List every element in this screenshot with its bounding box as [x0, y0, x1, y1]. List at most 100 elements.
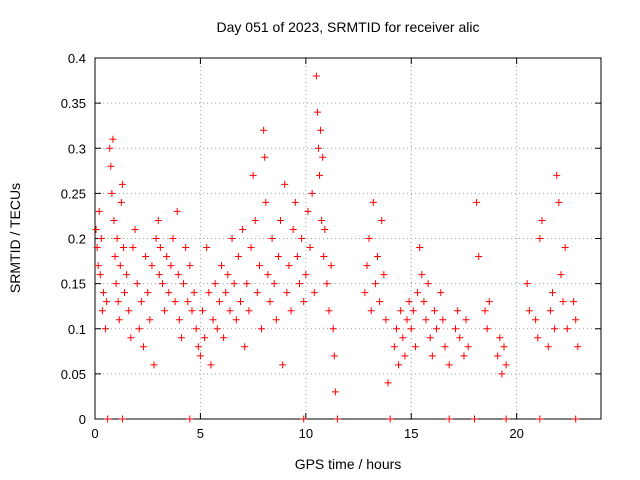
- data-point: [184, 298, 192, 306]
- data-point: [532, 316, 540, 324]
- data-point: [464, 343, 472, 351]
- y-tick-label: 0.1: [68, 322, 86, 337]
- data-point: [308, 189, 316, 197]
- data-point: [102, 325, 110, 333]
- data-point: [129, 244, 137, 252]
- data-point: [498, 370, 506, 378]
- data-point: [272, 316, 280, 324]
- data-point: [481, 307, 489, 315]
- x-tick-label: 20: [509, 426, 523, 441]
- data-point: [98, 307, 106, 315]
- data-point: [247, 244, 255, 252]
- data-point: [103, 298, 111, 306]
- data-point: [171, 298, 179, 306]
- data-point: [523, 280, 531, 288]
- data-point: [230, 280, 238, 288]
- data-point: [232, 316, 240, 324]
- data-point: [118, 415, 126, 423]
- data-point: [424, 280, 432, 288]
- data-point: [441, 343, 449, 351]
- data-point: [418, 271, 426, 279]
- data-point: [234, 253, 242, 261]
- data-point: [203, 244, 211, 252]
- data-point: [109, 135, 117, 143]
- data-point: [300, 415, 308, 423]
- data-point: [306, 244, 314, 252]
- chart-title: Day 051 of 2023, SRMTID for receiver ali…: [217, 19, 480, 35]
- data-point: [144, 289, 152, 297]
- data-point: [156, 244, 164, 252]
- data-point: [572, 316, 580, 324]
- data-point: [107, 162, 115, 170]
- data-point: [291, 198, 299, 206]
- data-point: [161, 307, 169, 315]
- data-point: [361, 289, 369, 297]
- data-point: [313, 108, 321, 116]
- data-point: [574, 343, 582, 351]
- data-point: [557, 271, 565, 279]
- data-point: [319, 153, 327, 161]
- data-point: [95, 207, 103, 215]
- data-point: [150, 361, 158, 369]
- data-point: [500, 343, 508, 351]
- data-point: [317, 126, 325, 134]
- y-tick-label: 0.05: [61, 367, 86, 382]
- data-point: [551, 325, 559, 333]
- data-series-srmtid: [92, 72, 582, 423]
- data-point: [327, 262, 335, 270]
- data-point: [186, 415, 194, 423]
- data-point: [116, 262, 124, 270]
- data-point: [279, 361, 287, 369]
- data-point: [262, 198, 270, 206]
- y-tick-label: 0.35: [61, 96, 86, 111]
- data-point: [392, 325, 400, 333]
- data-point: [104, 415, 112, 423]
- data-point: [255, 262, 263, 270]
- data-point: [277, 216, 285, 224]
- data-point: [148, 262, 156, 270]
- data-point: [310, 289, 318, 297]
- data-point: [115, 316, 123, 324]
- data-point: [414, 289, 422, 297]
- data-point: [94, 262, 102, 270]
- data-point: [371, 280, 379, 288]
- data-point: [188, 307, 196, 315]
- data-point: [112, 280, 120, 288]
- data-point: [96, 271, 104, 279]
- data-point: [454, 307, 462, 315]
- data-point: [323, 280, 331, 288]
- data-point: [152, 235, 160, 242]
- data-point: [113, 235, 121, 242]
- data-point: [473, 198, 481, 206]
- data-point: [154, 216, 162, 224]
- data-point: [260, 126, 268, 134]
- data-point: [125, 307, 133, 315]
- data-point: [403, 316, 411, 324]
- y-tick-label: 0.2: [68, 232, 86, 247]
- data-point: [211, 280, 219, 288]
- data-point: [205, 289, 213, 297]
- data-point: [502, 361, 510, 369]
- data-point: [207, 361, 215, 369]
- data-point: [97, 235, 105, 242]
- data-point: [155, 271, 163, 279]
- data-point: [270, 280, 278, 288]
- data-point: [365, 235, 373, 242]
- data-point: [110, 216, 118, 224]
- data-point: [281, 180, 289, 188]
- data-point: [186, 262, 194, 270]
- data-point: [483, 325, 491, 333]
- data-point: [251, 216, 259, 224]
- data-point: [180, 280, 188, 288]
- data-point: [169, 235, 177, 242]
- data-point: [439, 316, 447, 324]
- x-tick-label: 5: [197, 426, 204, 441]
- data-point: [312, 72, 320, 80]
- x-tick-label: 15: [404, 426, 418, 441]
- data-point: [121, 289, 129, 297]
- y-tick-label: 0.15: [61, 277, 86, 292]
- data-point: [224, 271, 232, 279]
- x-tick-label: 0: [91, 426, 98, 441]
- data-point: [460, 352, 468, 360]
